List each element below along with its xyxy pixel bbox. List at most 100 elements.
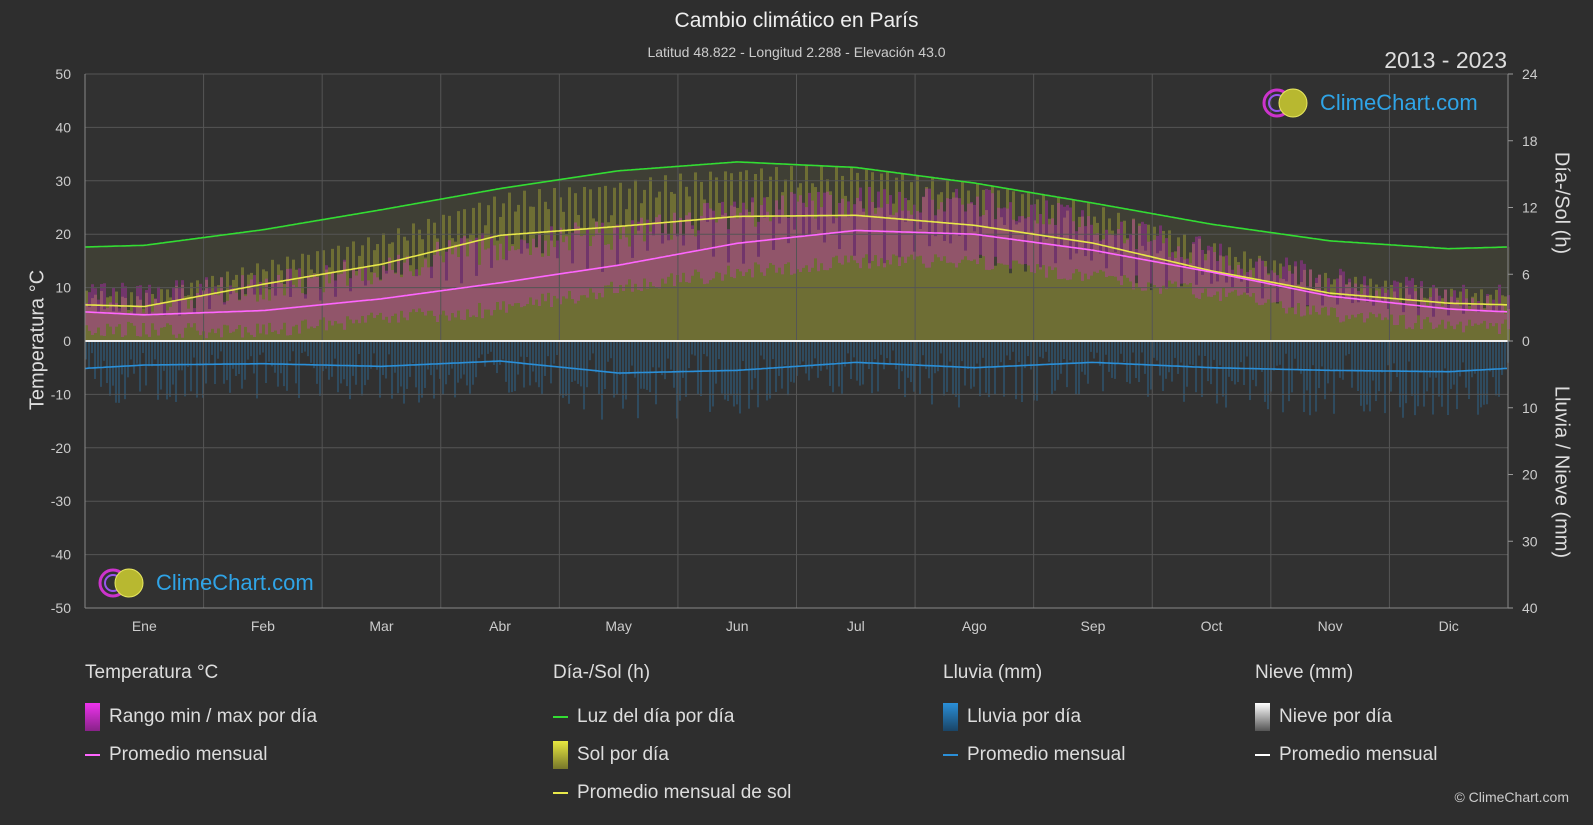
sun-bar xyxy=(184,296,187,341)
sun-bar xyxy=(193,313,196,341)
sun-bar xyxy=(154,299,157,341)
temp-range-bar xyxy=(721,201,724,281)
sun-bar xyxy=(679,173,682,341)
rain-bar xyxy=(676,341,678,419)
daylight-bar xyxy=(913,174,916,341)
daylight-bar xyxy=(520,185,523,341)
daylight-bar xyxy=(1054,196,1057,341)
temp-range-bar xyxy=(577,226,580,301)
rain-bar xyxy=(112,341,114,386)
daylight-bar xyxy=(985,184,988,341)
legend-label: Lluvia por día xyxy=(967,706,1082,727)
sun-bar xyxy=(316,251,319,341)
sun-bar xyxy=(1000,217,1003,341)
rain-bar xyxy=(607,341,609,362)
temp-range-bar xyxy=(1240,268,1243,295)
temp-range-bar xyxy=(127,313,130,322)
rain-bar xyxy=(304,341,306,352)
sun-bar xyxy=(811,183,814,341)
daylight-bar xyxy=(298,223,301,341)
sun-bar xyxy=(118,311,121,341)
daylight-bar xyxy=(433,200,436,341)
daylight-bar xyxy=(1321,239,1324,341)
sun-bar xyxy=(475,275,478,341)
sun-bar xyxy=(703,199,706,341)
sun-bar xyxy=(628,188,631,341)
temp-range-bar xyxy=(199,283,202,336)
sun-bar xyxy=(757,256,760,341)
sun-bar xyxy=(265,271,268,341)
rain-bar xyxy=(811,341,813,369)
copyright[interactable]: © ClimeChart.com xyxy=(1454,789,1569,805)
daylight-bar xyxy=(727,162,730,341)
temp-range-bar xyxy=(310,278,313,327)
rain-bar xyxy=(664,341,666,380)
temp-range-bar xyxy=(622,225,625,291)
sun-bar xyxy=(598,187,601,341)
rain-bar xyxy=(1495,341,1497,396)
sun-bar xyxy=(1240,281,1243,341)
daylight-bar xyxy=(1075,200,1078,341)
legend-item-temp-range: Rango min / max por día xyxy=(85,698,317,736)
climechart-logo[interactable]: ClimeChart.com xyxy=(1260,86,1478,120)
rain-bar xyxy=(1027,341,1029,357)
sun-bar xyxy=(748,211,751,341)
sun-bar xyxy=(784,179,787,341)
rain-bar xyxy=(712,341,714,407)
temp-range-bar xyxy=(751,197,754,278)
temp-range-bar xyxy=(538,233,541,306)
rain-bar xyxy=(1105,341,1107,355)
sun-bar xyxy=(1360,284,1363,341)
temp-range-bar xyxy=(529,254,532,298)
y-left-tick: 50 xyxy=(55,66,71,82)
rain-bar xyxy=(667,341,669,359)
sun-bar xyxy=(604,185,607,341)
daylight-bar xyxy=(1375,243,1378,341)
sun-bar xyxy=(1114,252,1117,341)
rain-bar xyxy=(868,341,870,370)
temp-range-bar xyxy=(1123,243,1126,276)
sun-bar xyxy=(1186,267,1189,341)
rain-bar xyxy=(373,341,375,354)
rain-bar xyxy=(121,341,123,375)
rain-bar xyxy=(511,341,513,393)
temp-range-bar xyxy=(181,280,184,338)
temp-range-bar xyxy=(295,287,298,325)
temp-range-bar xyxy=(415,269,418,313)
daylight-bar xyxy=(1471,248,1474,341)
sun-bar xyxy=(820,165,823,341)
temp-range-bar xyxy=(772,216,775,265)
rain-bar xyxy=(1156,341,1158,361)
daylight-bar xyxy=(304,222,307,341)
sun-bar xyxy=(1156,253,1159,341)
sun-bar xyxy=(1033,220,1036,341)
rain-bar xyxy=(412,341,414,364)
legend-item-sun-avg: Promedio mensual de sol xyxy=(553,774,791,812)
temp-range-bar xyxy=(94,288,97,334)
daylight-bar xyxy=(100,246,103,341)
temp-range-bar xyxy=(1495,306,1498,324)
rain-bar xyxy=(1264,341,1266,402)
daylight-bar xyxy=(1237,227,1240,341)
temp-range-bar xyxy=(817,191,820,272)
rain-bar xyxy=(844,341,846,367)
sun-bar xyxy=(859,201,862,341)
sun-bar xyxy=(1075,253,1078,341)
sun-bar xyxy=(694,172,697,341)
temp-range-bar xyxy=(1471,298,1474,327)
sun-bar xyxy=(442,214,445,341)
sun-bar xyxy=(919,228,922,341)
rain-bar xyxy=(1276,341,1278,366)
climechart-logo-bottom[interactable]: ClimeChart.com xyxy=(96,566,314,600)
sun-bar xyxy=(1330,284,1333,341)
rain-bar xyxy=(460,341,462,379)
temp-range-bar xyxy=(745,209,748,273)
rain-bar xyxy=(1186,341,1188,387)
rain-bar xyxy=(622,341,624,409)
rain-bar xyxy=(895,341,897,370)
sun-bar xyxy=(844,195,847,341)
daylight-bar xyxy=(979,183,982,341)
y-right-top-tick: 18 xyxy=(1522,133,1538,149)
rain-bar xyxy=(778,341,780,376)
sun-bar xyxy=(835,166,838,341)
